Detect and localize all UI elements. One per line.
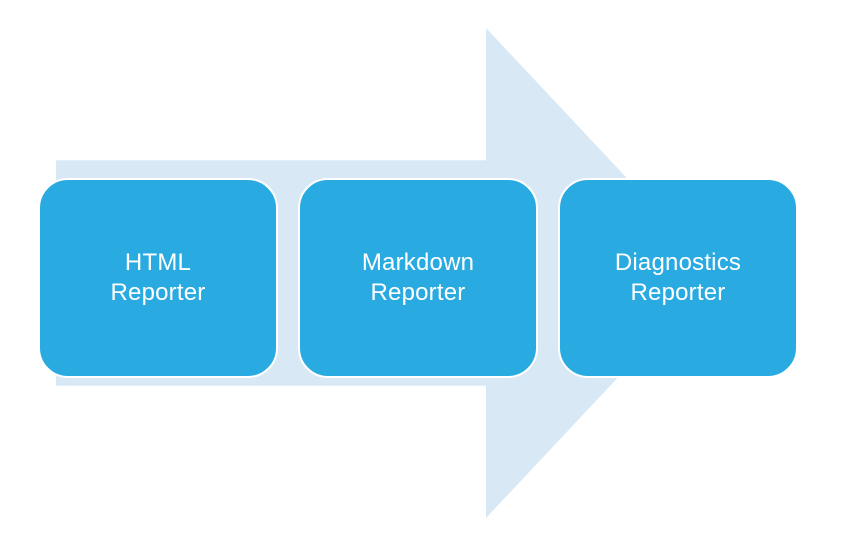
markdown-reporter-label: Markdown Reporter — [362, 248, 474, 308]
html-reporter-box: HTML Reporter — [38, 178, 278, 378]
reporter-boxes-row: HTML Reporter Markdown Reporter Diagnostic… — [38, 178, 798, 378]
flow-diagram: HTML Reporter Markdown Reporter Diagnostic… — [0, 0, 850, 553]
markdown-reporter-box: Markdown Reporter — [298, 178, 538, 378]
diagnostics-reporter-label: Diagnostics Reporter — [615, 248, 741, 308]
diagnostics-reporter-box: Diagnostics Reporter — [558, 178, 798, 378]
html-reporter-label: HTML Reporter — [111, 248, 206, 308]
